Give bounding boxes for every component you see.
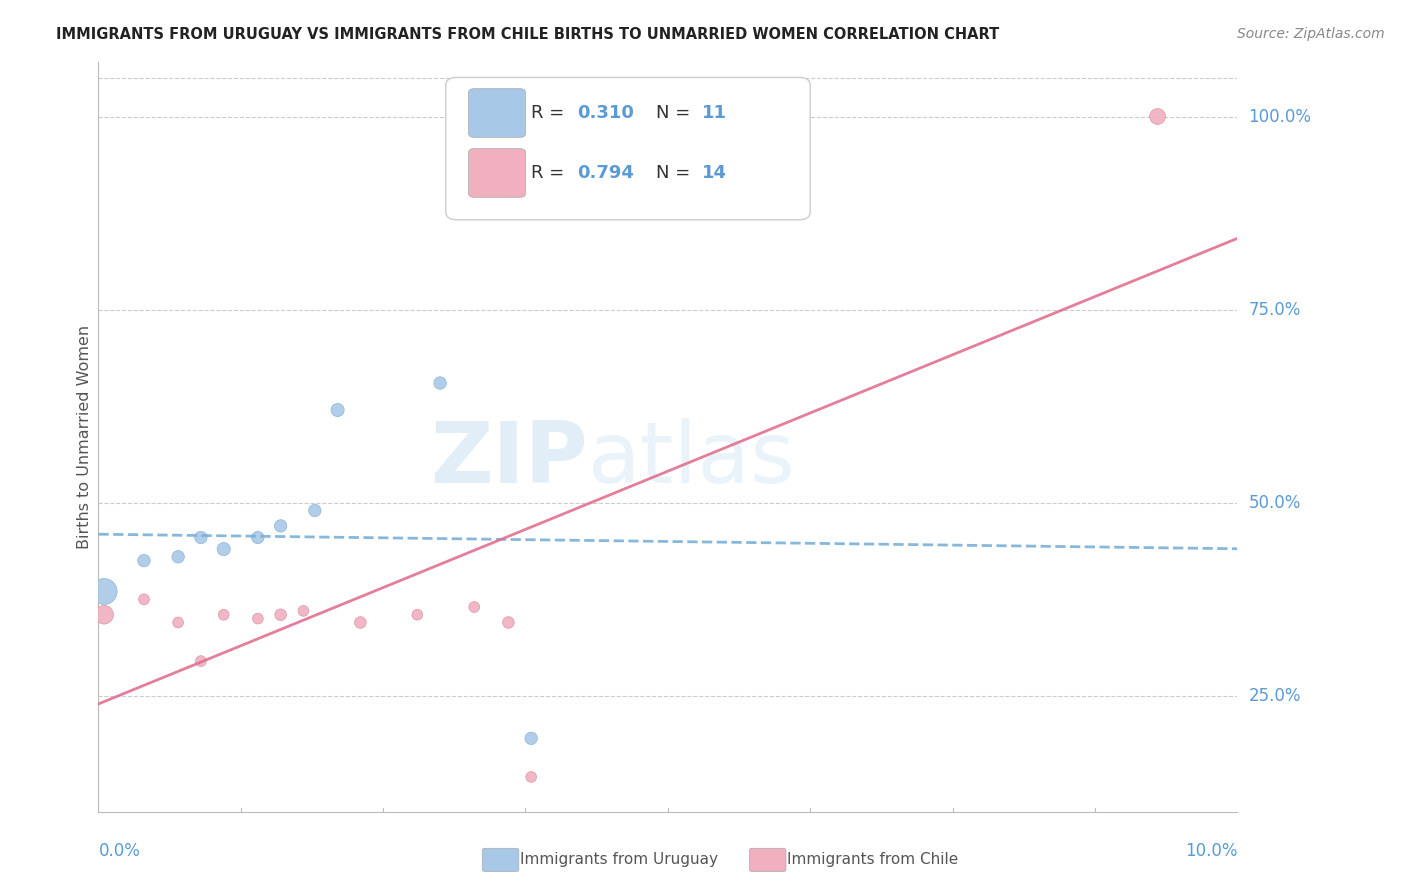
Y-axis label: Births to Unmarried Women: Births to Unmarried Women xyxy=(77,325,91,549)
Point xyxy=(429,376,451,390)
Point xyxy=(463,600,485,615)
Point xyxy=(520,731,543,746)
Text: 10.0%: 10.0% xyxy=(1185,842,1237,860)
Point xyxy=(190,654,212,668)
Text: N =: N = xyxy=(657,164,696,182)
Point xyxy=(212,542,235,557)
Text: Immigrants from Uruguay: Immigrants from Uruguay xyxy=(520,853,718,867)
Point xyxy=(270,519,292,533)
Point xyxy=(326,403,349,417)
Point xyxy=(190,531,212,545)
Text: 25.0%: 25.0% xyxy=(1249,687,1301,705)
FancyBboxPatch shape xyxy=(468,88,526,137)
Text: R =: R = xyxy=(531,164,571,182)
Text: 11: 11 xyxy=(702,103,727,121)
Text: 100.0%: 100.0% xyxy=(1249,108,1312,126)
Point xyxy=(167,615,190,630)
Text: Immigrants from Chile: Immigrants from Chile xyxy=(787,853,959,867)
Point xyxy=(93,607,115,622)
Point xyxy=(349,615,371,630)
Text: ZIP: ZIP xyxy=(430,418,588,501)
Point xyxy=(246,612,269,626)
Text: N =: N = xyxy=(657,103,696,121)
FancyBboxPatch shape xyxy=(468,149,526,197)
Point xyxy=(520,770,543,784)
Point xyxy=(304,503,326,517)
Point xyxy=(167,549,190,564)
Text: 0.310: 0.310 xyxy=(576,103,634,121)
Point xyxy=(132,592,155,607)
Text: R =: R = xyxy=(531,103,571,121)
Text: 50.0%: 50.0% xyxy=(1249,494,1301,512)
Text: 14: 14 xyxy=(702,164,727,182)
Point xyxy=(292,604,315,618)
Point xyxy=(498,615,520,630)
Point xyxy=(132,554,155,568)
Point xyxy=(270,607,292,622)
FancyBboxPatch shape xyxy=(446,78,810,219)
Point xyxy=(1146,110,1168,124)
Point xyxy=(212,607,235,622)
Text: 75.0%: 75.0% xyxy=(1249,301,1301,318)
Text: 0.794: 0.794 xyxy=(576,164,634,182)
Text: atlas: atlas xyxy=(588,418,796,501)
Point xyxy=(406,607,429,622)
Text: 0.0%: 0.0% xyxy=(98,842,141,860)
Text: Source: ZipAtlas.com: Source: ZipAtlas.com xyxy=(1237,27,1385,41)
Point xyxy=(93,584,115,599)
Text: IMMIGRANTS FROM URUGUAY VS IMMIGRANTS FROM CHILE BIRTHS TO UNMARRIED WOMEN CORRE: IMMIGRANTS FROM URUGUAY VS IMMIGRANTS FR… xyxy=(56,27,1000,42)
Point xyxy=(246,531,269,545)
